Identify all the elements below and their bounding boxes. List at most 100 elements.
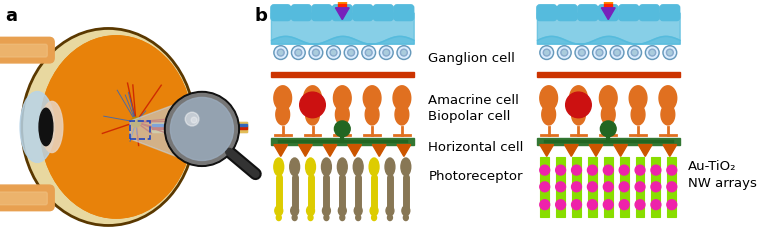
FancyBboxPatch shape (271, 5, 290, 21)
Circle shape (611, 47, 622, 58)
Text: Ganglion cell: Ganglion cell (428, 52, 515, 65)
Polygon shape (614, 145, 628, 156)
Circle shape (598, 51, 601, 55)
Polygon shape (373, 145, 386, 156)
Bar (271, 138, 413, 145)
Circle shape (309, 46, 323, 60)
Circle shape (346, 47, 357, 58)
Circle shape (601, 121, 616, 137)
Circle shape (594, 47, 605, 58)
Circle shape (604, 165, 613, 175)
Circle shape (588, 182, 598, 192)
Circle shape (559, 47, 570, 58)
Circle shape (328, 47, 339, 58)
Ellipse shape (340, 215, 345, 221)
Polygon shape (659, 86, 677, 110)
Ellipse shape (354, 206, 362, 216)
Ellipse shape (40, 36, 192, 218)
Text: Photoreceptor: Photoreceptor (428, 170, 523, 183)
Circle shape (615, 51, 619, 55)
Circle shape (651, 165, 661, 175)
Polygon shape (629, 86, 647, 110)
FancyBboxPatch shape (0, 192, 47, 205)
Ellipse shape (387, 215, 393, 221)
Circle shape (571, 200, 581, 210)
FancyBboxPatch shape (291, 5, 311, 21)
FancyBboxPatch shape (557, 5, 577, 21)
FancyBboxPatch shape (619, 5, 638, 21)
FancyBboxPatch shape (639, 5, 659, 21)
Polygon shape (333, 86, 351, 110)
Circle shape (310, 47, 321, 58)
Circle shape (349, 51, 353, 55)
Text: Au-TiO₂: Au-TiO₂ (688, 160, 736, 173)
FancyBboxPatch shape (373, 5, 393, 21)
FancyBboxPatch shape (0, 185, 54, 211)
Circle shape (577, 47, 588, 58)
Circle shape (166, 93, 237, 164)
Circle shape (191, 117, 197, 123)
Ellipse shape (402, 206, 410, 216)
Circle shape (578, 49, 585, 56)
Circle shape (274, 46, 288, 60)
Ellipse shape (20, 91, 55, 162)
Ellipse shape (41, 101, 63, 153)
Circle shape (330, 49, 337, 56)
Circle shape (628, 46, 641, 60)
Bar (152, 122, 247, 132)
Ellipse shape (369, 158, 379, 176)
Polygon shape (601, 104, 615, 125)
Circle shape (365, 49, 372, 56)
FancyArrow shape (601, 8, 615, 20)
Circle shape (544, 51, 549, 55)
Ellipse shape (24, 31, 192, 223)
Circle shape (556, 200, 565, 210)
Circle shape (291, 46, 305, 60)
FancyBboxPatch shape (598, 5, 618, 21)
Polygon shape (540, 86, 557, 110)
Polygon shape (661, 104, 675, 125)
Bar (604, 4, 612, 8)
Circle shape (635, 182, 645, 192)
Ellipse shape (40, 36, 192, 218)
Circle shape (402, 51, 406, 55)
Circle shape (397, 46, 410, 60)
Bar (635, 157, 644, 217)
Circle shape (398, 47, 410, 58)
FancyBboxPatch shape (660, 5, 680, 21)
FancyArrow shape (336, 8, 350, 20)
Bar (620, 157, 628, 217)
Ellipse shape (323, 206, 330, 216)
Circle shape (380, 46, 393, 60)
Bar (604, 157, 613, 217)
FancyBboxPatch shape (578, 5, 598, 21)
Circle shape (651, 51, 654, 55)
Circle shape (556, 165, 565, 175)
Circle shape (566, 92, 591, 118)
Circle shape (667, 200, 677, 210)
FancyBboxPatch shape (537, 5, 557, 21)
Circle shape (293, 47, 303, 58)
Circle shape (332, 51, 336, 55)
Ellipse shape (275, 206, 283, 216)
Polygon shape (570, 86, 588, 110)
Polygon shape (299, 145, 313, 156)
Circle shape (362, 46, 376, 60)
Bar (572, 157, 581, 217)
Circle shape (635, 165, 645, 175)
Polygon shape (395, 104, 409, 125)
Circle shape (596, 49, 603, 56)
Polygon shape (365, 104, 379, 125)
Ellipse shape (306, 206, 314, 216)
Bar (152, 126, 247, 129)
Circle shape (544, 49, 550, 56)
Circle shape (400, 49, 407, 56)
FancyBboxPatch shape (394, 5, 413, 21)
Ellipse shape (372, 215, 377, 221)
Polygon shape (631, 104, 645, 125)
Circle shape (629, 47, 640, 58)
Ellipse shape (22, 28, 195, 225)
Polygon shape (303, 86, 321, 110)
Circle shape (667, 165, 677, 175)
Ellipse shape (386, 206, 394, 216)
